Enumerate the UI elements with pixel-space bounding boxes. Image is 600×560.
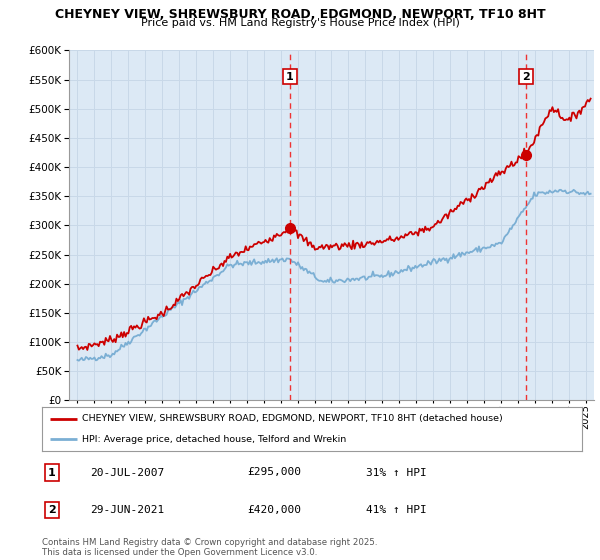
Text: CHEYNEY VIEW, SHREWSBURY ROAD, EDGMOND, NEWPORT, TF10 8HT: CHEYNEY VIEW, SHREWSBURY ROAD, EDGMOND, … bbox=[55, 8, 545, 21]
Text: 41% ↑ HPI: 41% ↑ HPI bbox=[366, 505, 427, 515]
Text: 31% ↑ HPI: 31% ↑ HPI bbox=[366, 468, 427, 478]
Text: £420,000: £420,000 bbox=[247, 505, 301, 515]
Text: HPI: Average price, detached house, Telford and Wrekin: HPI: Average price, detached house, Telf… bbox=[83, 435, 347, 444]
Text: 2: 2 bbox=[522, 72, 530, 82]
Text: 2: 2 bbox=[48, 505, 56, 515]
Text: CHEYNEY VIEW, SHREWSBURY ROAD, EDGMOND, NEWPORT, TF10 8HT (detached house): CHEYNEY VIEW, SHREWSBURY ROAD, EDGMOND, … bbox=[83, 414, 503, 423]
Text: Contains HM Land Registry data © Crown copyright and database right 2025.
This d: Contains HM Land Registry data © Crown c… bbox=[42, 538, 377, 557]
Text: 29-JUN-2021: 29-JUN-2021 bbox=[91, 505, 165, 515]
Text: £295,000: £295,000 bbox=[247, 468, 301, 478]
Text: 20-JUL-2007: 20-JUL-2007 bbox=[91, 468, 165, 478]
Text: 1: 1 bbox=[48, 468, 56, 478]
Text: Price paid vs. HM Land Registry's House Price Index (HPI): Price paid vs. HM Land Registry's House … bbox=[140, 18, 460, 29]
Text: 1: 1 bbox=[286, 72, 294, 82]
